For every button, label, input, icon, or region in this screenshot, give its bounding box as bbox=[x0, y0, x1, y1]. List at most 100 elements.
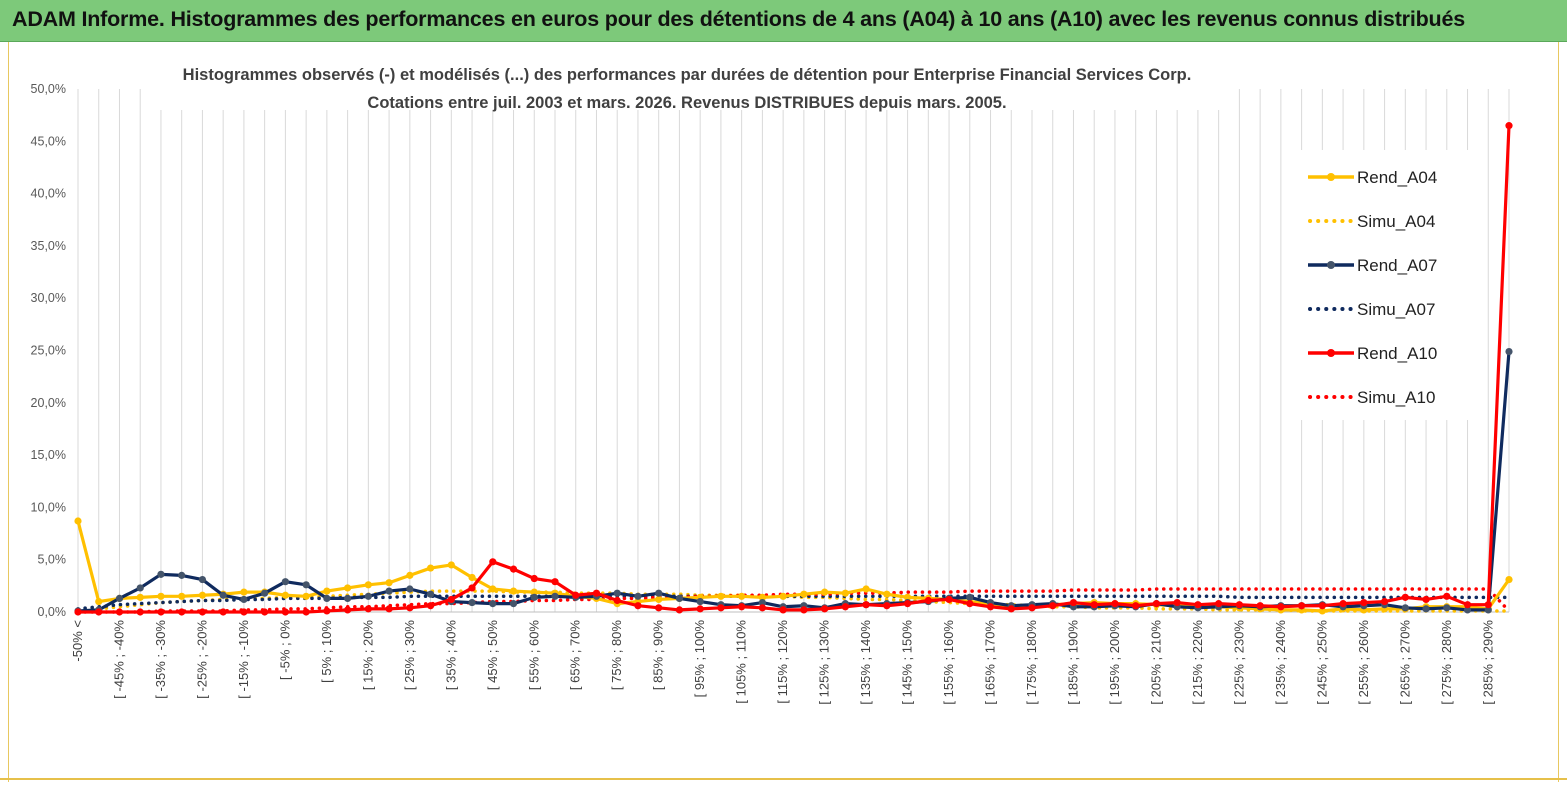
data-point bbox=[1484, 601, 1492, 609]
legend-marker bbox=[1327, 261, 1335, 269]
legend-item-Simu_A10: Simu_A10 bbox=[1308, 388, 1435, 407]
frame-bottom-border bbox=[0, 778, 1567, 780]
y-tick-label: 5,0% bbox=[38, 553, 67, 567]
data-point bbox=[1277, 603, 1285, 611]
legend-item-Rend_A04: Rend_A04 bbox=[1308, 168, 1437, 187]
chart-gridlines bbox=[77, 89, 1510, 613]
data-point bbox=[758, 598, 766, 607]
data-point bbox=[1463, 601, 1472, 609]
data-point bbox=[426, 590, 435, 598]
data-point bbox=[903, 593, 912, 601]
series-line bbox=[76, 520, 1511, 613]
data-point bbox=[157, 570, 165, 578]
x-tick-label: [ 205% ; 210% bbox=[1148, 620, 1163, 705]
data-point bbox=[385, 587, 393, 595]
data-point bbox=[1007, 605, 1015, 613]
data-point bbox=[344, 594, 352, 603]
data-point bbox=[198, 608, 207, 616]
data-point bbox=[986, 603, 995, 611]
chart-frame bbox=[8, 42, 1559, 782]
x-tick-label: [ 55% ; 60% bbox=[526, 620, 541, 691]
data-point bbox=[115, 608, 124, 616]
legend-marker bbox=[1327, 173, 1335, 181]
chart-title-background bbox=[150, 62, 1230, 110]
data-point bbox=[945, 595, 953, 604]
x-tick-label: [ -5% ; 0% bbox=[277, 620, 292, 680]
data-point bbox=[74, 517, 82, 525]
x-tick-label: [ 75% ; 80% bbox=[609, 620, 624, 691]
data-point bbox=[800, 606, 808, 614]
legend-label: Rend_A07 bbox=[1357, 256, 1437, 275]
y-tick-label: 35,0% bbox=[31, 239, 66, 253]
data-point bbox=[592, 589, 601, 597]
y-tick-label: 50,0% bbox=[31, 82, 66, 96]
data-point bbox=[1028, 604, 1036, 612]
data-point bbox=[1360, 598, 1368, 607]
x-tick-label: [ 185% ; 190% bbox=[1065, 620, 1080, 705]
data-point bbox=[178, 592, 186, 600]
data-point bbox=[530, 588, 538, 596]
data-point bbox=[178, 608, 186, 616]
data-point bbox=[675, 606, 684, 614]
x-tick-label: -50% < bbox=[70, 620, 85, 662]
data-point bbox=[198, 591, 207, 599]
data-point bbox=[821, 605, 829, 613]
data-point bbox=[385, 605, 393, 613]
x-tick-label: [ 225% ; 230% bbox=[1231, 620, 1246, 705]
data-point bbox=[240, 608, 248, 616]
data-point bbox=[364, 605, 372, 613]
x-tick-label: [ 165% ; 170% bbox=[983, 620, 998, 705]
data-point bbox=[717, 604, 725, 612]
data-point bbox=[903, 600, 912, 608]
data-point bbox=[489, 600, 497, 608]
data-point bbox=[1505, 347, 1513, 356]
x-tick-label: [ 45% ; 50% bbox=[485, 620, 500, 691]
data-point bbox=[219, 608, 227, 616]
legend-marker bbox=[1327, 349, 1335, 357]
x-tick-label: [ 215% ; 220% bbox=[1190, 620, 1205, 705]
x-tick-label: [ 125% ; 130% bbox=[817, 620, 832, 705]
chart-title-line-1: Histogrammes observés (-) et modélisés (… bbox=[183, 66, 1192, 84]
data-point bbox=[634, 602, 642, 610]
data-point bbox=[738, 592, 746, 600]
data-point bbox=[468, 584, 476, 592]
data-point bbox=[1401, 593, 1409, 601]
x-axis-ticks: -50% < [ -45% ; -40% [ -35% ; -30% [ -25% ;… bbox=[70, 620, 1495, 705]
data-point bbox=[344, 584, 352, 592]
report-title: ADAM Informe. Histogrammes des performan… bbox=[12, 7, 1465, 31]
data-point bbox=[530, 574, 538, 583]
data-point bbox=[551, 578, 559, 586]
data-point bbox=[1069, 598, 1078, 607]
data-point bbox=[219, 591, 227, 599]
y-tick-label: 40,0% bbox=[31, 187, 66, 201]
data-point bbox=[613, 589, 621, 597]
data-point bbox=[198, 575, 207, 584]
y-tick-label: 25,0% bbox=[31, 344, 66, 358]
x-tick-label: [ 235% ; 240% bbox=[1273, 620, 1288, 705]
data-point bbox=[696, 605, 704, 613]
data-point bbox=[426, 564, 435, 572]
data-point bbox=[862, 601, 870, 609]
legend-item-Rend_A07: Rend_A07 bbox=[1308, 256, 1437, 275]
data-point bbox=[1463, 606, 1472, 614]
data-point bbox=[136, 608, 144, 616]
x-tick-label: [ 115% ; 120% bbox=[775, 620, 790, 704]
data-point bbox=[240, 595, 248, 604]
data-point bbox=[1215, 600, 1223, 608]
data-point bbox=[95, 597, 103, 606]
data-point bbox=[821, 588, 829, 596]
legend-label: Simu_A07 bbox=[1357, 300, 1435, 319]
data-point bbox=[1484, 606, 1492, 614]
x-tick-label: [ 35% ; 40% bbox=[443, 620, 458, 691]
data-point bbox=[1505, 575, 1513, 584]
data-point bbox=[136, 593, 144, 601]
chart-legend: Rend_A04 Simu_A04 Rend_A07 Simu_A07 Rend_A10… bbox=[1298, 150, 1478, 420]
x-tick-label: [ 195% ; 200% bbox=[1107, 620, 1122, 705]
data-point bbox=[1422, 595, 1430, 604]
data-point bbox=[323, 607, 331, 615]
legend-label: Rend_A04 bbox=[1357, 168, 1437, 187]
x-tick-label: [ 15% ; 20% bbox=[360, 620, 375, 691]
series-Rend_A10 bbox=[74, 122, 1513, 616]
data-point bbox=[613, 596, 621, 605]
data-point bbox=[1152, 600, 1161, 608]
